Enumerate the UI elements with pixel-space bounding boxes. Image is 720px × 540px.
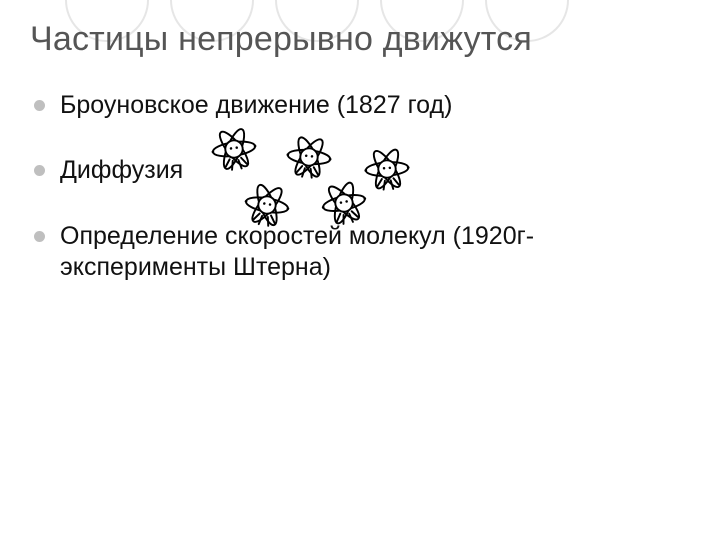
molecule-icon (310, 169, 379, 238)
slide-title: Частицы непрерывно движутся (30, 20, 532, 59)
molecule-icon (201, 116, 267, 182)
molecule-cluster (200, 118, 435, 238)
bullet-item: Броуновское движение (1827 год) (32, 90, 672, 121)
molecule-icon (233, 171, 300, 238)
slide: Частицы непрерывно движутся Броуновское … (0, 0, 720, 540)
